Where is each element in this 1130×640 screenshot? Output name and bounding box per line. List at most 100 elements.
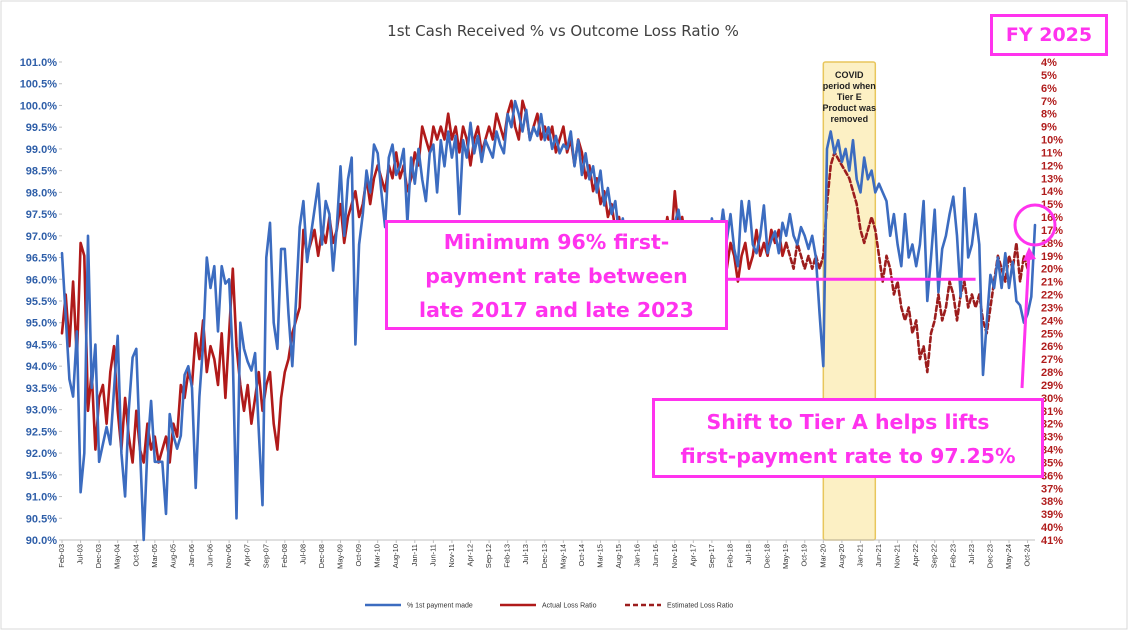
callout-arrow-shaft — [1020, 252, 1031, 389]
covid-note-line: COVID — [835, 70, 864, 80]
x-tick-label: Nov-11 — [447, 544, 456, 568]
covid-note-line: period when — [823, 81, 876, 91]
y-right-tick-label: 15% — [1041, 199, 1063, 211]
y-left-tick-label: 90.0% — [26, 535, 57, 547]
x-tick-label: Aug-10 — [391, 544, 400, 568]
x-tick-label: Nov-16 — [670, 544, 679, 568]
y-left-tick-label: 97.0% — [26, 231, 57, 243]
y-left-tick-label: 99.5% — [26, 122, 57, 134]
x-tick-label: Aug-15 — [614, 544, 623, 568]
y-right-tick-label: 6% — [1041, 83, 1057, 95]
y-left-tick-label: 95.0% — [26, 318, 57, 330]
x-tick-label: Feb-08 — [280, 544, 289, 568]
y-left-tick-label: 96.5% — [26, 253, 57, 265]
x-tick-label: May-14 — [558, 544, 567, 569]
x-tick-label: Feb-13 — [503, 544, 512, 568]
covid-note-line: Tier E — [837, 92, 862, 102]
chart-title: 1st Cash Received % vs Outcome Loss Rati… — [387, 22, 739, 40]
x-tick-label: Dec-13 — [540, 544, 549, 568]
x-tick-label: Jan-11 — [410, 544, 419, 566]
tier-shift-line-1: Shift to Tier A helps lifts — [706, 410, 990, 434]
x-tick-label: Jul-03 — [76, 544, 85, 564]
y-right-tick-label: 22% — [1041, 290, 1063, 302]
y-right-tick-label: 10% — [1041, 135, 1063, 147]
y-left-tick-label: 100.0% — [20, 100, 58, 112]
y-left-tick-label: 92.0% — [26, 448, 57, 460]
x-tick-label: Mar-20 — [818, 544, 827, 568]
x-tick-label: Oct-19 — [800, 544, 809, 567]
y-left-tick-label: 90.5% — [26, 513, 57, 525]
covid-note-line: Product was — [823, 103, 877, 113]
x-tick-label: May-09 — [336, 544, 345, 569]
y-left-tick-label: 99.0% — [26, 144, 57, 156]
y-right-tick-label: 5% — [1041, 70, 1057, 82]
x-tick-label: Jun-21 — [874, 544, 883, 567]
x-tick-label: Oct-24 — [1023, 544, 1032, 567]
y-right-tick-label: 28% — [1041, 367, 1063, 379]
x-tick-label: Feb-03 — [57, 544, 66, 568]
y-right-tick-label: 33% — [1041, 432, 1063, 444]
y-right-tick-label: 35% — [1041, 457, 1063, 469]
x-tick-label: Mar-15 — [595, 544, 604, 568]
y-right-tick-label: 39% — [1041, 509, 1063, 521]
x-tick-label: Dec-03 — [94, 544, 103, 568]
y-right-tick-label: 8% — [1041, 109, 1057, 121]
x-tick-label: Feb-23 — [948, 544, 957, 568]
y-right-tick-label: 12% — [1041, 160, 1063, 172]
x-tick-label: May-19 — [781, 544, 790, 569]
x-tick-label: Sep-07 — [261, 544, 270, 568]
x-tick-label: Sep-12 — [484, 544, 493, 568]
y-left-tick-label: 95.5% — [26, 296, 57, 308]
y-right-tick-label: 41% — [1041, 535, 1063, 547]
x-tick-label: Oct-04 — [131, 544, 140, 567]
x-tick-label: Apr-22 — [911, 544, 920, 567]
tier-shift-line-2: first-payment rate to 97.25% — [680, 444, 1016, 468]
legend-label: Actual Loss Ratio — [542, 603, 597, 610]
x-tick-label: Jan-21 — [855, 544, 864, 567]
fy-label: FY 2025 — [1005, 24, 1093, 46]
y-right-tick-label: 29% — [1041, 380, 1063, 392]
minimum-rate-callout: Minimum 96% first- payment rate between … — [385, 220, 728, 330]
x-tick-label: Jun-06 — [206, 544, 215, 567]
y-right-tick-label: 30% — [1041, 393, 1063, 405]
y-left-tick-label: 94.0% — [26, 361, 57, 373]
y-right-tick-label: 40% — [1041, 522, 1063, 534]
y-left-tick-label: 93.5% — [26, 383, 57, 395]
y-right-tick-label: 17% — [1041, 225, 1063, 237]
x-tick-label: Mar-10 — [373, 544, 382, 568]
x-tick-label: Jun-16 — [651, 544, 660, 567]
y-right-tick-label: 34% — [1041, 445, 1063, 457]
tier-shift-callout: Shift to Tier A helps lifts first-paymen… — [652, 398, 1044, 478]
y-left-tick-label: 91.5% — [26, 470, 57, 482]
x-tick-label: Sep-17 — [707, 544, 716, 568]
y-right-tick-label: 13% — [1041, 173, 1063, 185]
x-tick-label: Jan-16 — [633, 544, 642, 567]
covid-note-line: removed — [831, 114, 869, 124]
legend-label: Estimated Loss Ratio — [667, 603, 733, 610]
x-tick-label: Sep-22 — [930, 544, 939, 568]
x-tick-label: Jun-11 — [428, 544, 437, 566]
y-right-tick-label: 4% — [1041, 57, 1057, 69]
y-right-tick-label: 7% — [1041, 96, 1057, 108]
y-left-tick-label: 101.0% — [20, 57, 58, 69]
x-tick-label: Dec-23 — [985, 544, 994, 568]
y-right-tick-label: 16% — [1041, 212, 1063, 224]
x-tick-label: Apr-07 — [243, 544, 252, 567]
y-right-tick-label: 37% — [1041, 483, 1063, 495]
legend-label: % 1st payment made — [407, 603, 473, 610]
x-tick-label: Jan-06 — [187, 544, 196, 567]
x-tick-label: Aug-20 — [837, 544, 846, 568]
y-right-tick-label: 23% — [1041, 302, 1063, 314]
y-right-tick-label: 9% — [1041, 122, 1057, 134]
y-left-tick-label: 91.0% — [26, 492, 57, 504]
y-right-tick-label: 19% — [1041, 251, 1063, 263]
x-tick-label: Mar-05 — [150, 544, 159, 568]
x-tick-label: Nov-06 — [224, 544, 233, 568]
y-left-tick-label: 94.5% — [26, 339, 57, 351]
y-right-tick-label: 27% — [1041, 354, 1063, 366]
minimum-rate-line-1: Minimum 96% first- — [443, 230, 670, 254]
y-right-tick-label: 11% — [1041, 147, 1063, 159]
x-tick-label: Oct-09 — [354, 544, 363, 567]
y-right-tick-label: 14% — [1041, 186, 1063, 198]
